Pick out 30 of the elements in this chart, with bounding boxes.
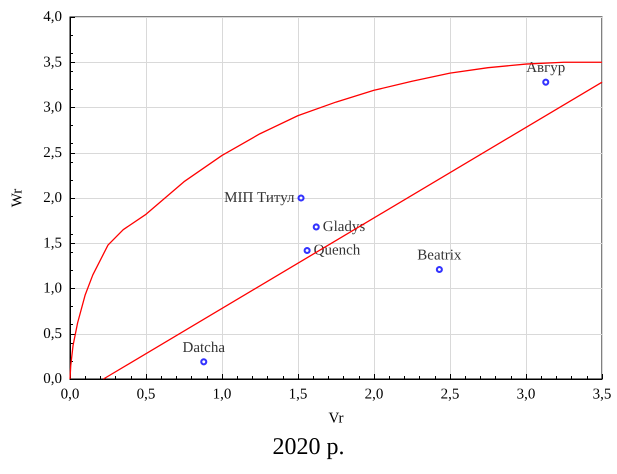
- y-tick-label: 0,5: [43, 326, 62, 342]
- point: [312, 223, 320, 230]
- x-tick-label: 2,0: [364, 386, 384, 402]
- y-tick-label: 2,0: [43, 190, 62, 206]
- text: 2020 р.: [272, 434, 344, 460]
- point: [436, 266, 443, 273]
- y-tick-label: 3,0: [43, 100, 62, 116]
- series-label: МІП Титул: [224, 190, 296, 206]
- point: [304, 246, 311, 254]
- x-tick-label: 3,0: [516, 386, 536, 402]
- series-label: Авгур: [526, 60, 566, 76]
- y-tick-label: 1,0: [43, 280, 62, 296]
- y-tick-label: 0,0: [43, 371, 62, 387]
- x-axis-title: Vr: [328, 410, 344, 426]
- x-tick-label: 1,5: [288, 386, 308, 402]
- point: [298, 194, 305, 202]
- point: [200, 358, 208, 366]
- y-tick-label: 1,5: [43, 235, 62, 252]
- point: [542, 78, 550, 86]
- x-tick-label: 1,0: [212, 386, 232, 402]
- x-tick-label: 0,5: [136, 386, 156, 402]
- y-tick-label: 3,5: [43, 54, 62, 70]
- x-tick-label: 0,0: [60, 386, 80, 402]
- x-tick-label: 2,5: [440, 386, 460, 402]
- y-tick-label: 2,5: [43, 144, 62, 161]
- series-label: Datcha: [182, 340, 226, 356]
- y-tick-label: 4,0: [43, 9, 62, 25]
- x-tick-label: 3,5: [592, 386, 612, 402]
- series-label: Beatrix: [417, 247, 462, 264]
- y-axis-title: Wr: [10, 188, 26, 208]
